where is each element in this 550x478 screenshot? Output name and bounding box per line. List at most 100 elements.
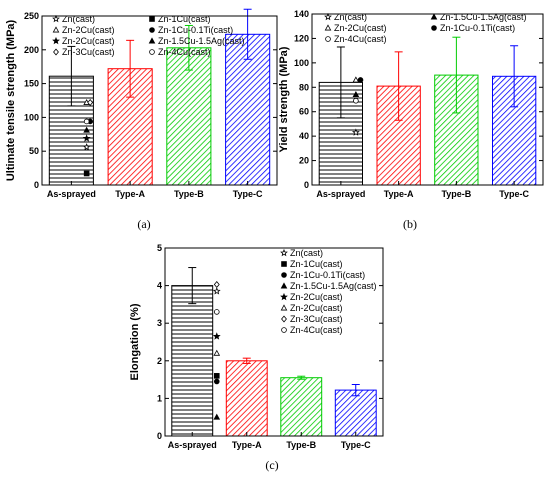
y-tick-label: 100 bbox=[24, 112, 39, 122]
cast-point bbox=[213, 309, 220, 315]
legend-marker bbox=[148, 37, 156, 44]
y-tick-label: 50 bbox=[29, 146, 39, 156]
cast-point bbox=[82, 143, 91, 151]
y-tick-label: 3 bbox=[157, 318, 162, 328]
legend-marker bbox=[281, 315, 287, 323]
y-axis-label: Elongation (%) bbox=[129, 303, 141, 380]
y-tick-label: 40 bbox=[299, 131, 309, 141]
legend-label: Zn(cast) bbox=[334, 12, 367, 22]
bar bbox=[334, 389, 377, 437]
cast-point bbox=[212, 332, 221, 340]
legend-label: Zn-1Cu(cast) bbox=[290, 259, 343, 269]
x-tick-label: As-sprayed bbox=[316, 189, 365, 199]
bar bbox=[225, 360, 268, 437]
legend-marker bbox=[149, 27, 155, 33]
legend-marker bbox=[325, 36, 331, 42]
cast-point bbox=[87, 99, 94, 107]
cast-point bbox=[83, 118, 90, 125]
legend-marker bbox=[281, 272, 287, 278]
panel-a: As-sprayed Type-A Type-B Type-C 0 50 100 150 200… bbox=[5, 8, 278, 231]
legend-marker bbox=[281, 261, 287, 267]
legend-marker bbox=[430, 13, 438, 20]
x-tick-label: Type-A bbox=[115, 189, 145, 199]
plot-frame bbox=[311, 13, 544, 186]
x-tick-label: Type-C bbox=[233, 189, 263, 199]
legend-marker bbox=[280, 304, 288, 311]
legend-label: Zn-1Cu-0.1Ti(cast) bbox=[290, 270, 365, 280]
plot-frame bbox=[164, 247, 384, 437]
y-axis-label: Yield strength (MPa) bbox=[278, 46, 290, 152]
cast-point bbox=[212, 287, 221, 295]
legend-label: Zn-4Cu(cast) bbox=[158, 47, 211, 57]
plot-frame bbox=[41, 15, 278, 186]
x-tick-label: Type-B bbox=[174, 189, 204, 199]
legend-marker bbox=[324, 12, 332, 21]
y-axis-label: Ultimate tensile strength (MPa) bbox=[5, 19, 17, 181]
y-tick-label: 1 bbox=[157, 393, 162, 403]
y-tick-label: 2 bbox=[157, 356, 162, 366]
legend-label: Zn-2Cu(cast) bbox=[290, 292, 343, 302]
cast-point bbox=[83, 170, 90, 177]
legend-label: Zn-3Cu(cast) bbox=[62, 47, 115, 57]
cast-point bbox=[213, 413, 221, 420]
bar bbox=[171, 285, 214, 437]
panel-caption: (a) bbox=[137, 217, 150, 231]
bar bbox=[166, 47, 212, 186]
y-tick-label: 140 bbox=[294, 9, 309, 19]
x-tick-label: As-sprayed bbox=[47, 189, 96, 199]
y-tick-label: 0 bbox=[34, 180, 39, 190]
legend-label: Zn-1Cu-0.1Ti(cast) bbox=[440, 23, 515, 33]
y-tick-label: 20 bbox=[299, 156, 309, 166]
legend-label: Zn-3Cu(cast) bbox=[290, 314, 343, 324]
cast-point bbox=[213, 378, 220, 385]
legend-marker bbox=[52, 26, 60, 33]
legend-label: Zn-2Cu(cast) bbox=[62, 36, 115, 46]
bar bbox=[280, 377, 323, 437]
legend-label: Zn-1.5Cu-1.5Ag(cast) bbox=[440, 12, 527, 22]
cast-point bbox=[357, 77, 364, 83]
panel-caption: (b) bbox=[403, 217, 417, 231]
legend-label: Zn-4Cu(cast) bbox=[334, 34, 387, 44]
legend-label: Zn-2Cu(cast) bbox=[290, 303, 343, 313]
legend-label: Zn-1.5Cu-1.5Ag(cast) bbox=[290, 281, 377, 291]
x-tick-label: Type-C bbox=[499, 189, 529, 199]
legend-marker bbox=[149, 16, 155, 22]
cast-point bbox=[352, 91, 360, 98]
legend-marker bbox=[281, 327, 287, 333]
cast-point bbox=[352, 76, 360, 83]
legend-marker bbox=[53, 48, 59, 56]
legend-label: Zn-2Cu(cast) bbox=[62, 25, 115, 35]
x-tick-label: Type-A bbox=[232, 440, 262, 450]
legend-label: Zn-4Cu(cast) bbox=[290, 325, 343, 335]
legend-marker bbox=[280, 248, 288, 257]
x-tick-label: As-sprayed bbox=[168, 440, 217, 450]
cast-point bbox=[213, 373, 220, 379]
y-tick-label: 100 bbox=[294, 58, 309, 68]
y-tick-label: 150 bbox=[24, 79, 39, 89]
legend-marker bbox=[280, 282, 288, 289]
y-tick-label: 120 bbox=[294, 33, 309, 43]
legend-label: Zn-1Cu-0.1Ti(cast) bbox=[158, 25, 233, 35]
panel-b: As-sprayed Type-A Type-B Type-C 0 20 40 60 80 100… bbox=[278, 9, 544, 231]
panel-caption: (c) bbox=[265, 458, 278, 472]
legend-label: Zn-1.5Cu-1.5Ag(cast) bbox=[158, 36, 245, 46]
cast-point bbox=[83, 126, 90, 133]
cast-point bbox=[82, 134, 91, 142]
legend-marker bbox=[280, 292, 288, 301]
panel-c: As-sprayed Type-A Type-B Type-C 0 1 2 3 4 5 Elonga… bbox=[129, 243, 384, 472]
legend-marker bbox=[324, 24, 332, 31]
y-tick-label: 60 bbox=[299, 107, 309, 117]
y-tick-label: 0 bbox=[304, 180, 309, 190]
y-tick-label: 250 bbox=[24, 11, 39, 21]
legend-label: Zn(cast) bbox=[62, 14, 95, 24]
y-tick-label: 200 bbox=[24, 45, 39, 55]
legend-marker bbox=[431, 25, 437, 31]
y-tick-label: 4 bbox=[157, 281, 162, 291]
x-tick-label: Type-A bbox=[384, 189, 414, 199]
cast-point bbox=[353, 97, 359, 104]
legend-marker bbox=[52, 36, 60, 45]
x-tick-label: Type-B bbox=[286, 440, 316, 450]
legend-label: Zn-1Cu(cast) bbox=[158, 14, 211, 24]
legend-label: Zn(cast) bbox=[290, 248, 323, 258]
